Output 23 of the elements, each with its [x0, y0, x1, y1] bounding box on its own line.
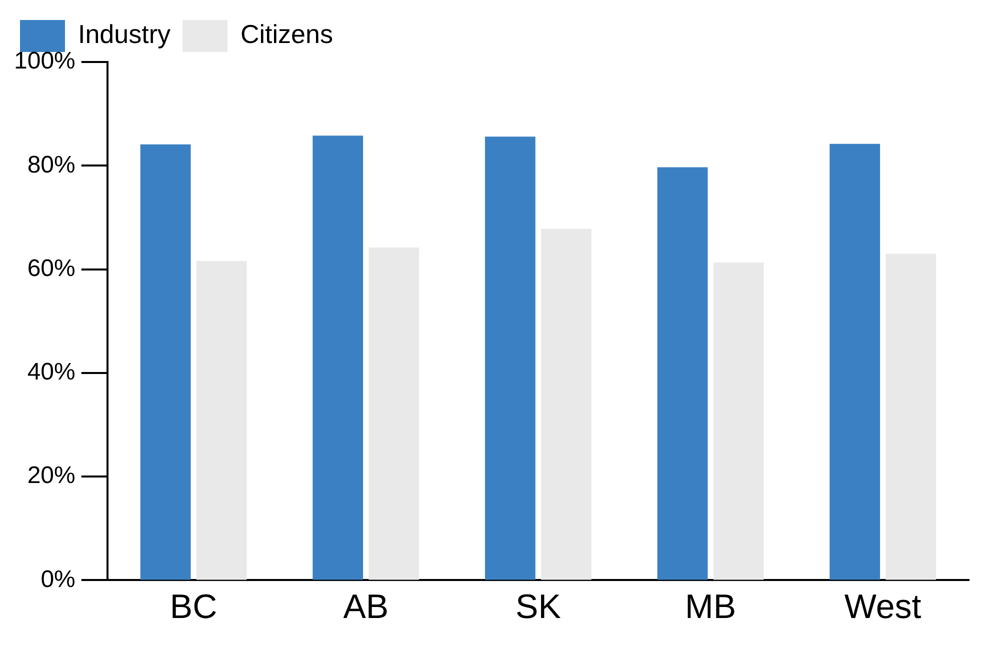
y-tick-label: 40% — [27, 358, 76, 386]
bar — [657, 167, 708, 580]
bar — [713, 262, 764, 580]
y-tick-label: 0% — [40, 566, 76, 593]
bar — [140, 144, 191, 580]
y-tick-label: 60% — [27, 254, 76, 282]
bar — [540, 228, 592, 580]
x-tick-label: AB — [343, 588, 389, 626]
bar — [830, 144, 880, 580]
x-tick-label: SK — [516, 588, 562, 626]
bar — [196, 260, 247, 580]
y-tick-label: 80% — [27, 151, 76, 178]
legend-label: Industry — [78, 19, 170, 50]
bar — [484, 136, 536, 580]
x-tick-label: BC — [170, 588, 218, 626]
legend-label: Citizens — [240, 19, 333, 50]
x-tick-label: MB — [685, 588, 736, 626]
y-tick-label: 100% — [14, 48, 76, 75]
bar — [886, 254, 936, 580]
bar — [368, 248, 420, 580]
y-tick-label: 20% — [27, 462, 76, 490]
bar — [312, 136, 364, 580]
x-tick-label: West — [844, 588, 922, 626]
